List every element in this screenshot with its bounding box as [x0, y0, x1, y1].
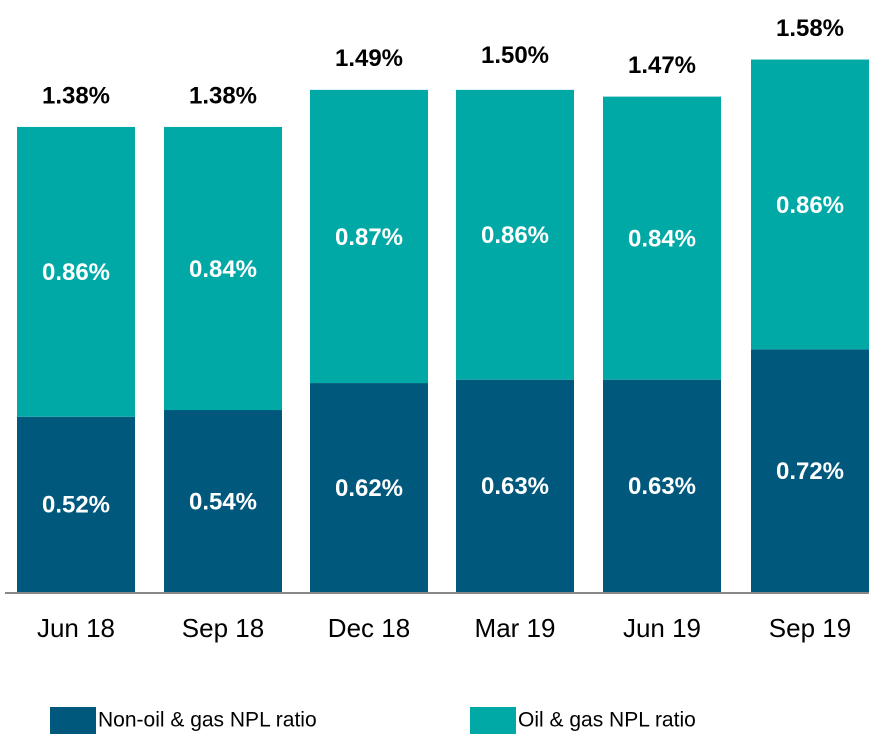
legend-label: Non-oil & gas NPL ratio: [98, 709, 317, 732]
bar-segment: [17, 126, 135, 417]
segment-label: 0.72%: [776, 458, 844, 485]
x-tick-label: Sep 19: [769, 613, 851, 643]
x-tick-label: Dec 18: [328, 613, 410, 643]
bar-segment: [751, 349, 869, 592]
segment-label: 0.86%: [776, 192, 844, 219]
segment-label: 0.54%: [189, 488, 257, 515]
segment-label: 0.84%: [628, 225, 696, 252]
segment-label: 0.84%: [189, 256, 257, 283]
total-label: 1.38%: [189, 82, 257, 109]
total-label: 1.50%: [481, 42, 549, 69]
bar-segment: [164, 410, 282, 592]
segment-label: 0.86%: [481, 222, 549, 249]
segment-label: 0.63%: [628, 473, 696, 500]
bar-segment: [310, 89, 428, 384]
segment-label: 0.52%: [42, 492, 110, 519]
bar-segment: [456, 89, 574, 380]
segment-label: 0.87%: [335, 224, 403, 251]
bar-segment: [751, 59, 869, 350]
total-label: 1.58%: [776, 15, 844, 42]
legend-swatch: [470, 707, 516, 734]
x-tick-label: Jun 18: [37, 613, 115, 643]
bar-segment: [456, 379, 574, 592]
bar-segment: [603, 379, 721, 592]
legend-swatch: [50, 707, 96, 734]
x-tick-label: Mar 19: [475, 613, 556, 643]
segment-label: 0.86%: [42, 259, 110, 286]
total-label: 1.49%: [335, 45, 403, 72]
bar-segment: [17, 416, 135, 592]
bar-segment: [164, 126, 282, 411]
bar-segment: [310, 383, 428, 592]
total-label: 1.47%: [628, 52, 696, 79]
total-label: 1.38%: [42, 82, 110, 109]
segment-label: 0.62%: [335, 475, 403, 502]
x-tick-label: Jun 19: [623, 613, 701, 643]
bar-segment: [603, 96, 721, 380]
x-tick-label: Sep 18: [182, 613, 264, 643]
legend-label: Oil & gas NPL ratio: [518, 709, 696, 732]
segment-label: 0.63%: [481, 473, 549, 500]
